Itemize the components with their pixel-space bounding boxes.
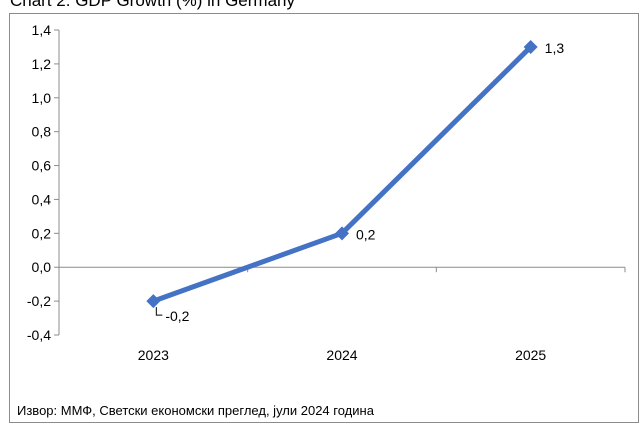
- y-tick-label: 0,4: [32, 191, 52, 207]
- y-tick-label: 1,0: [32, 90, 52, 106]
- data-point: [335, 226, 349, 241]
- series-line: [150, 44, 534, 304]
- source-note: Извор: ММФ, Светски економски преглед, ј…: [17, 403, 374, 418]
- x-tick-label: 2025: [515, 347, 546, 363]
- series-line-group: -0,2 0,2 1,3: [146, 39, 565, 324]
- chart-title: Chart 2. GDP Growth (%) in Germany: [10, 0, 295, 10]
- data-label: 1,3: [545, 40, 565, 56]
- y-tick-label: 1,4: [32, 22, 52, 38]
- data-label: 0,2: [356, 226, 376, 242]
- data-label-leader: [155, 307, 163, 316]
- chart-frame: [9, 13, 639, 423]
- y-axis: 1,4 1,2 1,0 0,8 0,6 0,4 0,2 0,0 -0,2 -0,4: [27, 22, 60, 343]
- y-tick-label: 0,6: [32, 158, 52, 174]
- x-tick-label: 2023: [138, 347, 169, 363]
- data-label: -0,2: [165, 308, 189, 324]
- y-tick-label: -0,2: [27, 293, 51, 309]
- data-point: [523, 39, 538, 54]
- x-tick-label: 2024: [326, 347, 357, 363]
- y-tick-label: 1,2: [32, 56, 52, 72]
- y-tick-label: 0,0: [32, 259, 52, 275]
- x-axis: 2023 2024 2025: [58, 266, 626, 363]
- data-point: [146, 294, 161, 309]
- y-tick-label: -0,4: [27, 327, 51, 343]
- y-tick-label: 0,2: [32, 225, 52, 241]
- y-tick-label: 0,8: [32, 124, 52, 140]
